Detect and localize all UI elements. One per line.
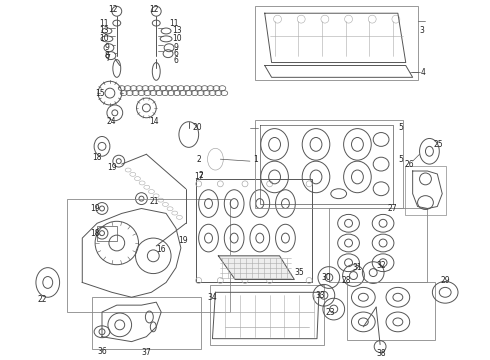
Text: 13: 13 [172, 27, 182, 36]
Text: 29: 29 [441, 276, 450, 285]
Bar [255, 6, 417, 80]
Text: 18: 18 [90, 229, 99, 238]
Bar [92, 297, 200, 348]
Text: 33: 33 [315, 291, 325, 300]
Bar [255, 120, 403, 208]
Text: 16: 16 [156, 246, 166, 255]
Bar [68, 199, 230, 312]
Text: 12: 12 [108, 5, 118, 14]
Text: 2: 2 [196, 155, 201, 164]
Bar [196, 179, 312, 283]
Text: 9: 9 [105, 43, 110, 52]
Text: 10: 10 [99, 34, 109, 43]
Bar [329, 208, 427, 283]
Text: 28: 28 [342, 276, 351, 285]
Text: 23: 23 [326, 307, 336, 316]
Text: 18: 18 [92, 153, 101, 162]
Text: 19: 19 [90, 204, 100, 213]
Text: 13: 13 [99, 27, 109, 36]
Text: 25: 25 [433, 140, 443, 149]
Text: 11: 11 [169, 19, 178, 28]
Text: 36: 36 [97, 347, 107, 356]
Text: 1: 1 [253, 155, 258, 164]
Text: 5: 5 [398, 155, 403, 164]
Bar [211, 285, 324, 345]
Text: 22: 22 [38, 295, 48, 304]
Text: 38: 38 [376, 349, 386, 358]
Bar [405, 166, 446, 215]
Text: 3: 3 [419, 27, 424, 36]
Text: 6: 6 [174, 49, 179, 58]
Text: 7: 7 [105, 54, 110, 63]
Bar [346, 283, 435, 339]
Text: 17: 17 [194, 172, 203, 181]
Text: 19: 19 [178, 235, 188, 244]
Text: 11: 11 [99, 19, 109, 28]
Text: 14: 14 [149, 117, 159, 126]
Text: 2: 2 [198, 171, 203, 180]
Text: 12: 12 [149, 5, 159, 14]
Text: 24: 24 [107, 117, 117, 126]
Text: 20: 20 [193, 123, 202, 132]
Text: 19: 19 [107, 163, 117, 172]
Text: 37: 37 [142, 348, 151, 357]
Text: 4: 4 [420, 68, 425, 77]
Text: 26: 26 [405, 159, 415, 168]
Text: 8: 8 [105, 51, 110, 60]
Text: 9: 9 [174, 43, 179, 52]
Text: 15: 15 [95, 89, 105, 98]
Text: 35: 35 [294, 268, 304, 277]
Text: 30: 30 [321, 273, 331, 282]
Text: 32: 32 [376, 261, 386, 270]
Text: 21: 21 [149, 197, 159, 206]
Text: 34: 34 [208, 293, 217, 302]
Bar [97, 226, 117, 241]
Text: 31: 31 [352, 263, 362, 272]
Text: 10: 10 [172, 34, 182, 43]
Polygon shape [219, 256, 294, 279]
Text: 27: 27 [388, 204, 397, 213]
Text: 6: 6 [174, 56, 179, 65]
Text: 5: 5 [398, 123, 403, 132]
